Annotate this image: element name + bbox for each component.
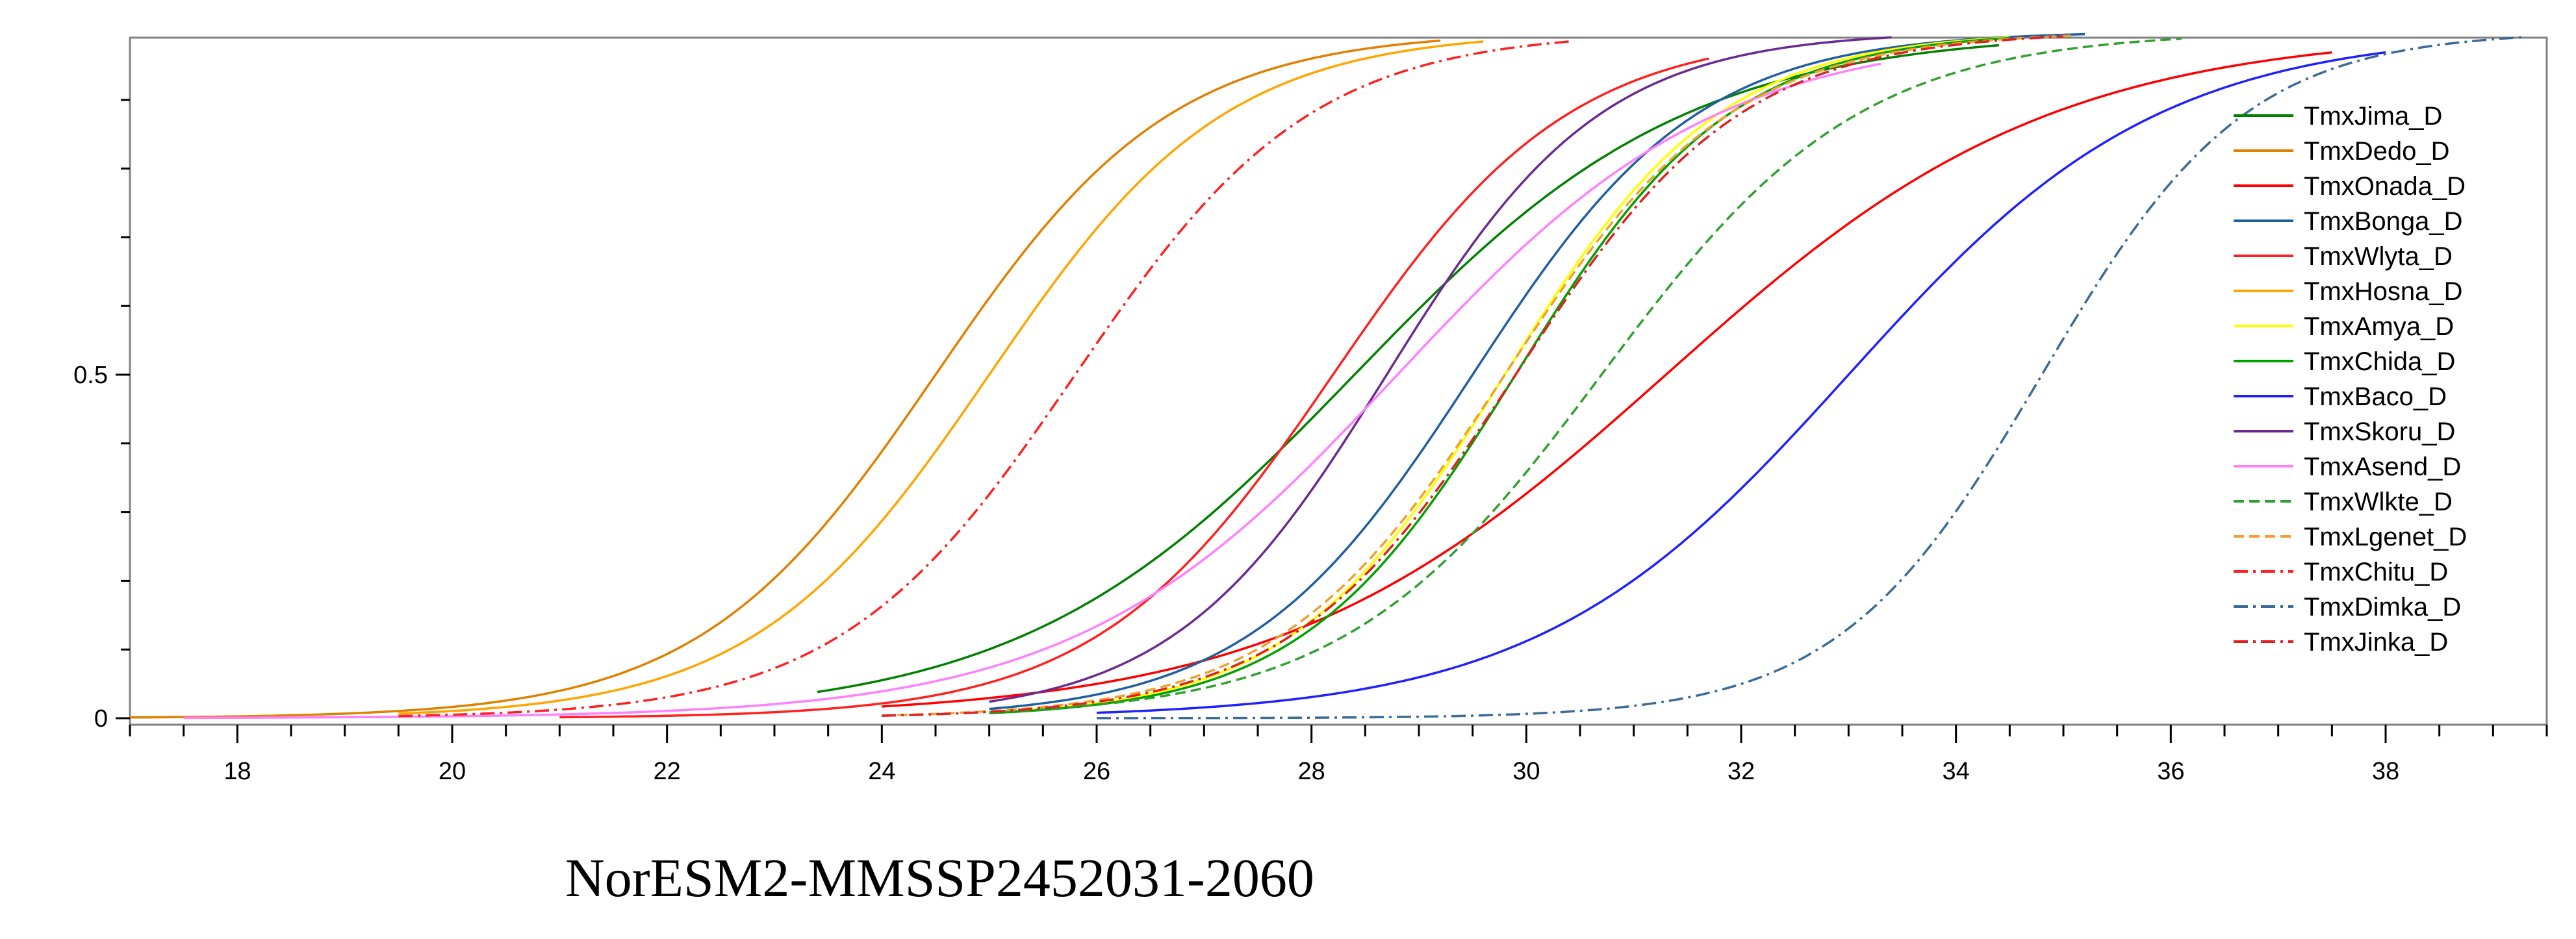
legend-label-3: TmxBonga_D bbox=[2304, 207, 2463, 236]
series-line-9 bbox=[989, 36, 1892, 703]
legend-label-15: TmxJinka_D bbox=[2304, 628, 2448, 657]
x-tick-label-20: 20 bbox=[439, 758, 466, 785]
legend-label-4: TmxWlyta_D bbox=[2304, 242, 2453, 271]
legend-label-13: TmxChitu_D bbox=[2304, 558, 2448, 586]
x-tick-label-28: 28 bbox=[1298, 758, 1325, 785]
chart-caption: NorESM2-MMSSP2452031-2060 bbox=[565, 848, 1314, 908]
legend-label-9: TmxSkoru_D bbox=[2304, 418, 2455, 446]
series-line-8 bbox=[1096, 51, 2386, 714]
legend-label-1: TmxDedo_D bbox=[2304, 137, 2450, 166]
x-tick-label-18: 18 bbox=[223, 758, 251, 785]
series-line-15 bbox=[882, 35, 2064, 717]
legend-label-0: TmxJima_D bbox=[2304, 102, 2442, 131]
y-tick-label-0: 0 bbox=[94, 705, 108, 732]
x-tick-label-26: 26 bbox=[1083, 758, 1110, 785]
x-tick-label-24: 24 bbox=[868, 758, 895, 785]
legend: TmxJima_D TmxDedo_D TmxOnada_D TmxBonga_D Tm… bbox=[2234, 102, 2467, 657]
series-line-10 bbox=[183, 62, 1881, 720]
series-line-12 bbox=[882, 34, 2074, 717]
series-line-6 bbox=[989, 36, 2010, 714]
x-tick-label-34: 34 bbox=[1943, 758, 1970, 785]
series-line-5 bbox=[398, 40, 1484, 715]
series-line-4 bbox=[559, 57, 1709, 719]
series-line-1 bbox=[130, 39, 1441, 719]
legend-label-8: TmxBaco_D bbox=[2304, 382, 2447, 411]
legend-label-5: TmxHosna_D bbox=[2304, 277, 2463, 306]
series-line-11 bbox=[989, 37, 2182, 714]
series-layer bbox=[130, 32, 2525, 720]
legend-label-10: TmxAsend_D bbox=[2304, 453, 2461, 481]
legend-label-14: TmxDimka_D bbox=[2304, 593, 2461, 621]
y-tick-label-0-5: 0.5 bbox=[73, 362, 108, 389]
legend-label-7: TmxChida_D bbox=[2304, 347, 2455, 376]
x-tick-label-30: 30 bbox=[1512, 758, 1540, 785]
x-tick-label-32: 32 bbox=[1728, 758, 1755, 785]
legend-label-2: TmxOnada_D bbox=[2304, 172, 2466, 201]
x-tick-label-36: 36 bbox=[2157, 758, 2184, 785]
series-line-3 bbox=[989, 32, 2085, 710]
axis-layer: 18 20 22 24 26 28 30 32 34 36 38 0 0.5 bbox=[73, 99, 2548, 785]
x-tick-label-22: 22 bbox=[654, 758, 681, 785]
series-line-2 bbox=[882, 51, 2332, 708]
series-line-13 bbox=[398, 40, 1570, 718]
legend-label-12: TmxLgenet_D bbox=[2304, 523, 2467, 551]
series-line-7 bbox=[989, 36, 2010, 714]
legend-label-11: TmxWlkte_D bbox=[2304, 488, 2453, 516]
x-tick-label-38: 38 bbox=[2372, 758, 2399, 785]
series-line-14 bbox=[1097, 36, 2525, 720]
plot-frame bbox=[129, 36, 2548, 726]
legend-label-6: TmxAmya_D bbox=[2304, 312, 2454, 341]
